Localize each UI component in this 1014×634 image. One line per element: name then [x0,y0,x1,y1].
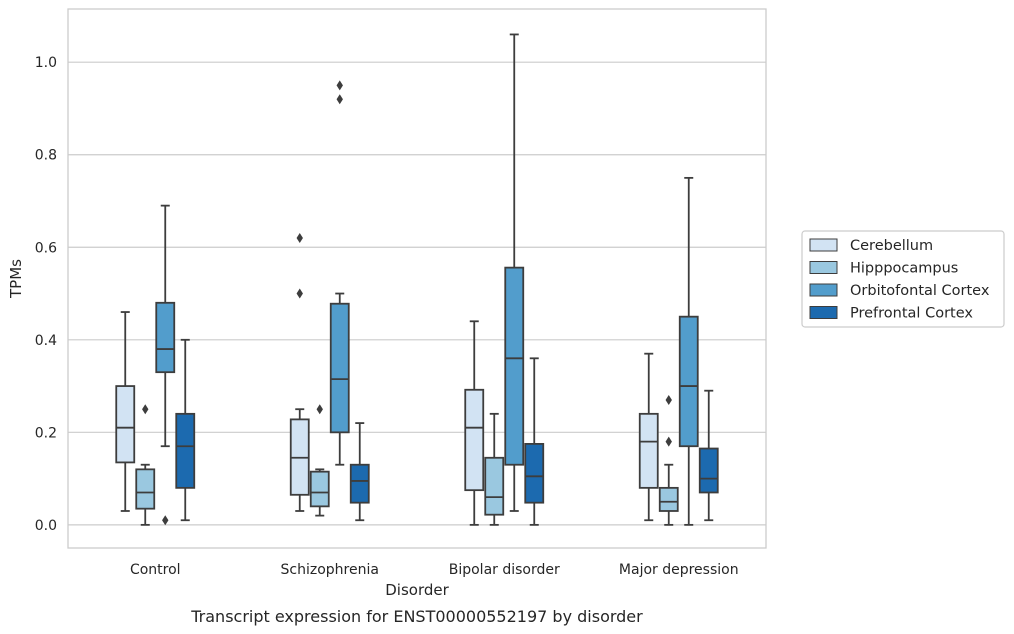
box-iqr [678,315,699,448]
x-tick-label: Schizophrenia [281,562,379,578]
box-iqr [658,486,679,512]
outlier-point [142,404,149,415]
box-iqr [309,470,330,508]
outlier-point [296,233,303,244]
box-hipppocampus-2 [484,412,505,526]
box-iqr [638,412,659,489]
x-tick-label: Bipolar disorder [449,562,560,578]
gridlines [68,61,766,526]
box-layer [115,33,719,526]
outlier-point [665,394,672,405]
x-tick-label: Control [130,562,181,578]
x-tick-labels: Control Schizophrenia Bipolar disorder Majo… [130,562,739,578]
y-tick-label: 0.2 [35,425,57,441]
outlier-point [296,288,303,299]
y-tick-label: 0.6 [35,240,57,256]
x-axis-label: Disorder [385,581,449,599]
box-hipppocampus-3 [658,394,679,526]
legend-swatch [809,306,838,319]
box-prefrontal-cortex-2 [524,357,545,526]
box-cerebellum-3 [638,352,659,522]
box-prefrontal-cortex-1 [349,422,370,522]
y-axis-label: TPMs [7,259,25,299]
box-iqr [349,463,370,504]
outlier-point [162,515,169,526]
outlier-point [316,404,323,415]
box-orbitofontal-cortex-0 [155,204,176,526]
outlier-point [336,80,343,91]
box-iqr [504,266,525,466]
box-iqr [175,412,196,489]
box-iqr [115,385,136,464]
chart-caption: Transcript expression for ENST0000055219… [190,607,643,626]
box-iqr [698,447,719,494]
box-prefrontal-cortex-3 [698,389,719,522]
x-tick-label: Major depression [619,562,739,578]
legend-swatch [809,238,838,252]
legend-swatch [809,283,838,297]
box-orbitofontal-cortex-1 [329,80,350,466]
box-iqr [329,302,350,434]
box-iqr [524,443,545,504]
legend-label: Hipppocampus [850,261,958,277]
legend: Cerebellum Hipppocampus Orbitofontal Corte… [801,230,1005,328]
box-iqr [135,468,156,510]
legend-label: Cerebellum [850,238,933,254]
y-tick-label: 0.4 [35,333,57,349]
legend-label: Prefrontal Cortex [850,306,973,322]
y-tick-label: 0.0 [35,518,57,534]
legend-swatch [809,261,838,274]
box-prefrontal-cortex-0 [175,338,196,522]
box-orbitofontal-cortex-3 [678,176,699,526]
plot-frame [67,8,767,549]
legend-label: Orbitofontal Cortex [850,283,990,299]
box-cerebellum-1 [289,233,310,512]
box-cerebellum-2 [464,320,485,526]
box-iqr [484,456,505,516]
y-tick-labels: 0.0 0.2 0.4 0.6 0.8 1.0 [35,55,57,534]
y-tick-label: 0.8 [35,148,57,164]
box-hipppocampus-0 [135,404,156,526]
box-orbitofontal-cortex-2 [504,33,525,512]
box-iqr [155,301,176,374]
outlier-point [336,94,343,105]
box-iqr [464,388,485,492]
box-cerebellum-0 [115,311,136,512]
y-tick-label: 1.0 [35,55,57,71]
outlier-point [665,436,672,447]
legend-frame [801,230,1005,328]
box-hipppocampus-1 [309,404,330,517]
